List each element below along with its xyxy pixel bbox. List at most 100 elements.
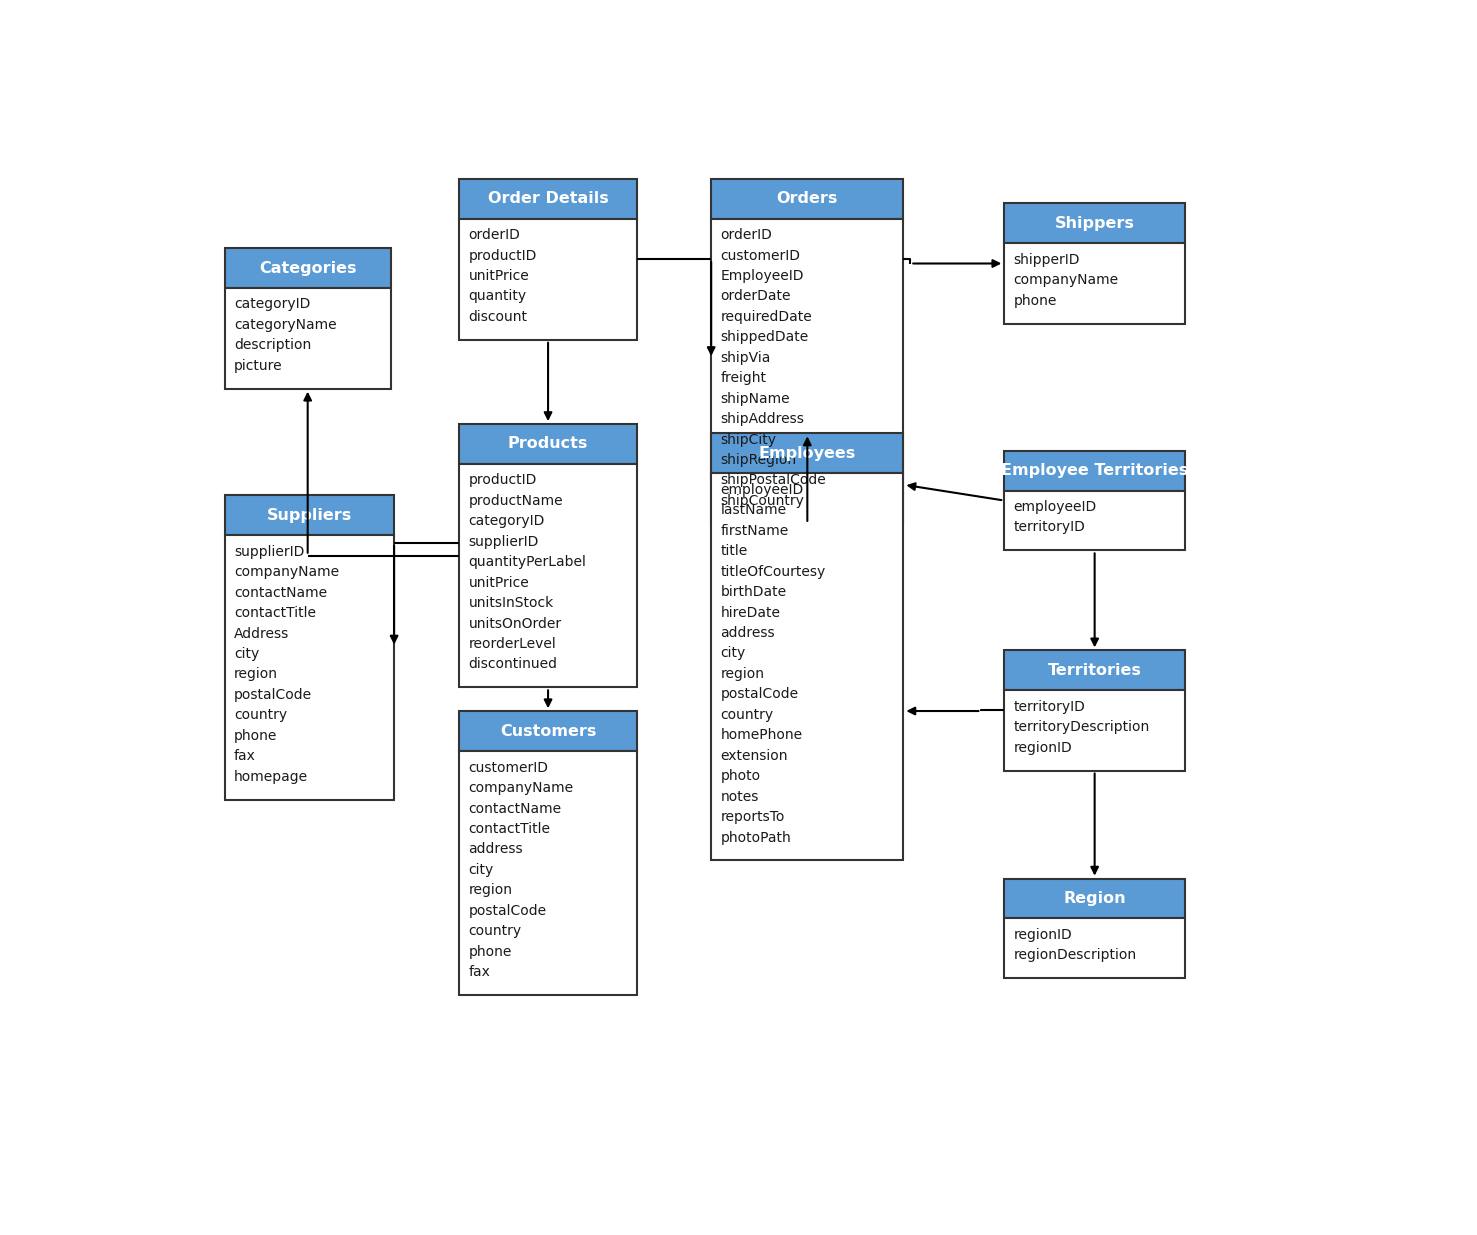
- Bar: [459, 711, 637, 751]
- Text: Employee Territories: Employee Territories: [1001, 463, 1189, 478]
- Bar: [1004, 919, 1185, 978]
- Text: regionID: regionID: [1013, 927, 1072, 942]
- Text: postalCode: postalCode: [721, 688, 799, 701]
- Text: title: title: [721, 545, 747, 558]
- Text: Employees: Employees: [759, 446, 857, 461]
- Text: shipAddress: shipAddress: [721, 412, 803, 426]
- Text: unitsOnOrder: unitsOnOrder: [468, 616, 561, 631]
- Text: country: country: [721, 708, 774, 721]
- Text: requiredDate: requiredDate: [721, 310, 812, 324]
- Text: contactTitle: contactTitle: [233, 606, 316, 620]
- Text: photoPath: photoPath: [721, 830, 792, 845]
- Text: shipCountry: shipCountry: [721, 494, 803, 508]
- Text: regionDescription: regionDescription: [1013, 948, 1136, 962]
- Text: discontinued: discontinued: [468, 657, 557, 672]
- Text: companyName: companyName: [1013, 273, 1118, 288]
- Text: photo: photo: [721, 769, 761, 783]
- Text: unitPrice: unitPrice: [468, 576, 529, 589]
- Text: birthDate: birthDate: [721, 585, 786, 599]
- Bar: [1004, 878, 1185, 919]
- Text: contactName: contactName: [468, 802, 561, 815]
- Text: productName: productName: [468, 494, 563, 508]
- Text: companyName: companyName: [468, 781, 573, 795]
- Bar: [712, 433, 904, 473]
- Text: companyName: companyName: [233, 566, 338, 579]
- Text: territoryID: territoryID: [1013, 700, 1086, 714]
- Bar: [1004, 490, 1185, 551]
- Text: unitPrice: unitPrice: [468, 269, 529, 283]
- Text: contactTitle: contactTitle: [468, 823, 551, 836]
- Text: homePhone: homePhone: [721, 729, 802, 742]
- Text: country: country: [468, 924, 521, 939]
- Text: supplierID: supplierID: [233, 545, 304, 558]
- Text: employeeID: employeeID: [1013, 500, 1096, 514]
- Text: EmployeeID: EmployeeID: [721, 269, 803, 283]
- Bar: [225, 535, 394, 799]
- Text: phone: phone: [233, 729, 278, 742]
- Text: orderDate: orderDate: [721, 289, 790, 304]
- Bar: [712, 179, 904, 219]
- Bar: [1004, 690, 1185, 771]
- Text: address: address: [721, 626, 775, 640]
- Text: orderID: orderID: [468, 228, 520, 242]
- Text: contactName: contactName: [233, 585, 326, 600]
- Text: Order Details: Order Details: [487, 191, 609, 206]
- Text: Products: Products: [508, 436, 588, 452]
- Text: phone: phone: [468, 945, 513, 958]
- Text: Shippers: Shippers: [1055, 216, 1134, 231]
- Text: postalCode: postalCode: [233, 688, 312, 701]
- Text: shipCity: shipCity: [721, 432, 777, 447]
- Text: territoryDescription: territoryDescription: [1013, 720, 1149, 734]
- Text: fax: fax: [468, 965, 490, 979]
- Bar: [1004, 243, 1185, 324]
- Text: address: address: [468, 842, 523, 856]
- Bar: [712, 219, 904, 524]
- Text: shipPostalCode: shipPostalCode: [721, 473, 826, 488]
- Text: description: description: [233, 338, 312, 352]
- Text: reorderLevel: reorderLevel: [468, 637, 557, 651]
- Text: discount: discount: [468, 310, 527, 324]
- Bar: [225, 495, 394, 535]
- Text: productID: productID: [468, 248, 536, 263]
- Text: freight: freight: [721, 372, 767, 385]
- Text: supplierID: supplierID: [468, 535, 539, 548]
- Text: employeeID: employeeID: [721, 483, 803, 496]
- Text: homepage: homepage: [233, 769, 309, 784]
- Text: lastName: lastName: [721, 504, 786, 517]
- Text: region: region: [233, 667, 278, 682]
- Bar: [1004, 204, 1185, 243]
- Text: firstName: firstName: [721, 524, 789, 537]
- Bar: [1004, 451, 1185, 490]
- Text: hireDate: hireDate: [721, 605, 780, 620]
- Text: quantity: quantity: [468, 289, 527, 304]
- Text: categoryName: categoryName: [233, 317, 337, 332]
- Text: Orders: Orders: [777, 191, 837, 206]
- Bar: [712, 473, 904, 861]
- Text: productID: productID: [468, 473, 536, 488]
- Text: picture: picture: [233, 359, 282, 373]
- Text: regionID: regionID: [1013, 741, 1072, 755]
- Text: extension: extension: [721, 748, 787, 763]
- Text: customerID: customerID: [468, 761, 548, 774]
- Bar: [459, 219, 637, 340]
- Text: notes: notes: [721, 789, 759, 804]
- Text: categoryID: categoryID: [468, 514, 545, 529]
- Text: city: city: [468, 863, 493, 877]
- Text: shipName: shipName: [721, 391, 790, 405]
- Text: Customers: Customers: [499, 724, 597, 739]
- Text: postalCode: postalCode: [468, 904, 546, 918]
- Text: fax: fax: [233, 750, 256, 763]
- Text: Categories: Categories: [258, 261, 356, 275]
- Text: orderID: orderID: [721, 228, 772, 242]
- Bar: [225, 288, 390, 389]
- Bar: [459, 751, 637, 995]
- Bar: [225, 248, 390, 288]
- Text: region: region: [468, 883, 513, 898]
- Text: categoryID: categoryID: [233, 298, 310, 311]
- Bar: [1004, 651, 1185, 690]
- Text: reportsTo: reportsTo: [721, 810, 784, 824]
- Text: shipRegion: shipRegion: [721, 453, 796, 467]
- Text: Suppliers: Suppliers: [267, 508, 352, 522]
- Text: city: city: [721, 646, 746, 661]
- Text: country: country: [233, 709, 287, 722]
